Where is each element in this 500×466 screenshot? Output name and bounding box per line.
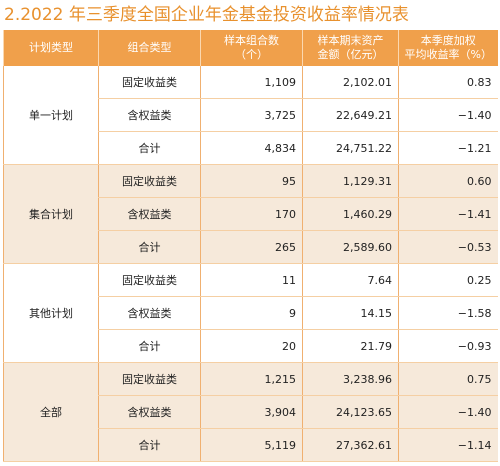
column-header: 本季度加权 平均收益率（%）: [398, 30, 498, 66]
column-header: 计划类型: [3, 30, 99, 66]
group-name: 集合计划: [3, 164, 99, 264]
portfolio-type: 合计: [98, 230, 201, 264]
portfolio-type: 含权益类: [98, 395, 201, 429]
header-line: 金额（亿元）: [317, 48, 384, 61]
column-header: 组合类型: [98, 30, 201, 66]
portfolio-type: 固定收益类: [98, 66, 201, 99]
portfolio-type: 含权益类: [98, 98, 201, 132]
table-row: 合计 20 21.79 −0.93: [4, 329, 498, 363]
table-row: 合计 265 2,589.60 −0.53: [4, 230, 498, 264]
table-row: 含权益类 170 1,460.29 −1.41: [4, 197, 498, 231]
header-line: 本季度加权: [420, 34, 476, 47]
portfolio-type: 固定收益类: [98, 362, 201, 396]
header-line: （个）: [235, 48, 268, 61]
title: 2.2022 年三季度全国企业年金基金投资收益率情况表: [4, 5, 409, 25]
cell-value: 14.15: [302, 296, 399, 330]
header-line: 组合类型: [127, 41, 172, 54]
cell-value: 7.64: [302, 263, 399, 297]
cell-value: 0.60: [398, 164, 498, 198]
table-row: 含权益类 3,725 22,649.21 −1.40: [4, 98, 498, 132]
cell-value: 170: [200, 197, 303, 231]
table-row: 全部 固定收益类 1,215 3,238.96 0.75: [3, 362, 498, 462]
cell-value: 2,102.01: [302, 66, 399, 99]
cell-value: 0.75: [398, 362, 498, 396]
cell-value: 21.79: [302, 329, 399, 363]
cell-value: 9: [200, 296, 303, 330]
table-row: 集合计划 固定收益类 95 1,129.31 0.60: [3, 164, 498, 264]
cell-value: −0.93: [398, 329, 498, 363]
group-name: 其他计划: [3, 263, 99, 363]
cell-value: 2,589.60: [302, 230, 399, 264]
cell-value: 24,751.22: [302, 131, 399, 165]
cell-value: 20: [200, 329, 303, 363]
cell-value: 1,129.31: [302, 164, 399, 198]
portfolio-type: 合计: [98, 131, 201, 165]
cell-value: 4,834: [200, 131, 303, 165]
cell-value: 0.25: [398, 263, 498, 297]
cell-value: 95: [200, 164, 303, 198]
table-row: 单一计划 固定收益类 1,109 2,102.01 0.83: [3, 66, 498, 165]
header-line: 样本期末资产: [317, 34, 384, 47]
cell-value: 0.83: [398, 66, 498, 99]
cell-value: 1,215: [200, 362, 303, 396]
group-name: 全部: [3, 362, 99, 462]
table-row: 合计 4,834 24,751.22 −1.21: [4, 131, 498, 165]
cell-value: −1.14: [398, 428, 498, 462]
table-row: 其他计划 固定收益类 11 7.64 0.25: [3, 263, 498, 363]
cell-value: 3,904: [200, 395, 303, 429]
portfolio-type: 固定收益类: [98, 263, 201, 297]
portfolio-type: 固定收益类: [98, 164, 201, 198]
portfolio-type: 合计: [98, 329, 201, 363]
header-line: 计划类型: [29, 41, 73, 54]
portfolio-type: 含权益类: [98, 296, 201, 330]
header-row: 计划类型 组合类型 样本组合数 （个） 样本期末资产 金额（亿元） 本季度加权 平均收益率（%…: [3, 30, 498, 66]
cell-value: 27,362.61: [302, 428, 399, 462]
cell-value: 1,460.29: [302, 197, 399, 231]
table-row: 合计 5,119 27,362.61 −1.14: [4, 428, 498, 462]
portfolio-type: 含权益类: [98, 197, 201, 231]
cell-value: −1.21: [398, 131, 498, 165]
cell-value: −1.40: [398, 98, 498, 132]
table-row: 含权益类 9 14.15 −1.58: [4, 296, 498, 330]
cell-value: 22,649.21: [302, 98, 399, 132]
group-name: 单一计划: [3, 66, 99, 165]
cell-value: 1,109: [200, 66, 303, 99]
column-header: 样本组合数 （个）: [200, 30, 303, 66]
table-row: 含权益类 3,904 24,123.65 −1.40: [4, 395, 498, 429]
cell-value: −1.41: [398, 197, 498, 231]
cell-value: −1.40: [398, 395, 498, 429]
portfolio-type: 合计: [98, 428, 201, 462]
header-line: 样本组合数: [224, 34, 279, 47]
header-line: 平均收益率（%）: [404, 48, 492, 61]
table: 计划类型 组合类型 样本组合数 （个） 样本期末资产 金额（亿元） 本季度加权 平均收益率（%…: [3, 30, 498, 462]
cell-value: 265: [200, 230, 303, 264]
cell-value: 3,238.96: [302, 362, 399, 396]
table-body: 单一计划 固定收益类 1,109 2,102.01 0.83 含权益类 3,725 22,64…: [3, 66, 498, 462]
cell-value: 3,725: [200, 98, 303, 132]
cell-value: 5,119: [200, 428, 303, 462]
cell-value: −1.58: [398, 296, 498, 330]
cell-value: 11: [200, 263, 303, 297]
cell-value: 24,123.65: [302, 395, 399, 429]
column-header: 样本期末资产 金额（亿元）: [302, 30, 399, 66]
cell-value: −0.53: [398, 230, 498, 264]
